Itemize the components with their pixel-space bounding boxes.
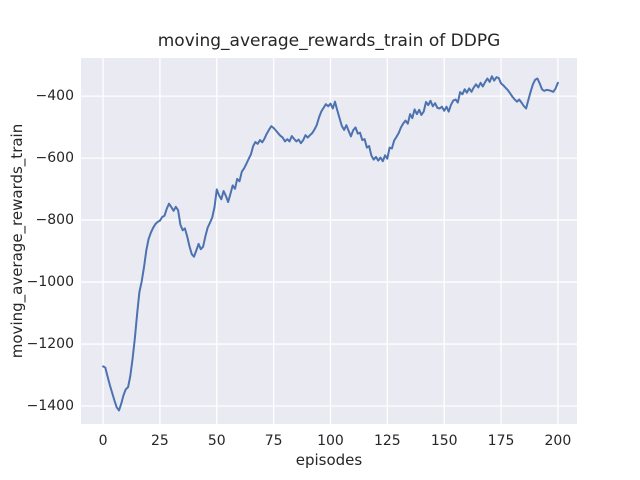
y-tick-label: −600 xyxy=(35,150,74,167)
x-tick-label: 50 xyxy=(207,433,226,449)
x-tick-label: 75 xyxy=(264,433,283,449)
x-axis-label: episodes xyxy=(295,451,363,469)
x-tick-label: 150 xyxy=(430,433,458,449)
y-tick-label: −400 xyxy=(35,88,74,105)
y-tick-label: −1400 xyxy=(26,398,74,415)
x-tick-label: 200 xyxy=(544,433,572,449)
x-tick-label: 125 xyxy=(373,433,401,449)
plot-area xyxy=(81,58,577,424)
y-tick-label: −1000 xyxy=(26,274,74,291)
data-line xyxy=(102,75,559,412)
x-tick-label: 100 xyxy=(317,433,344,449)
y-tick-label: −1200 xyxy=(26,336,74,353)
x-tick-label: 0 xyxy=(98,433,108,449)
y-tick-label: −800 xyxy=(35,212,74,229)
x-tick-label: 175 xyxy=(487,433,515,449)
chart-title: moving_average_rewards_train of DDPG xyxy=(157,31,501,51)
x-tick-label: 25 xyxy=(150,433,169,449)
